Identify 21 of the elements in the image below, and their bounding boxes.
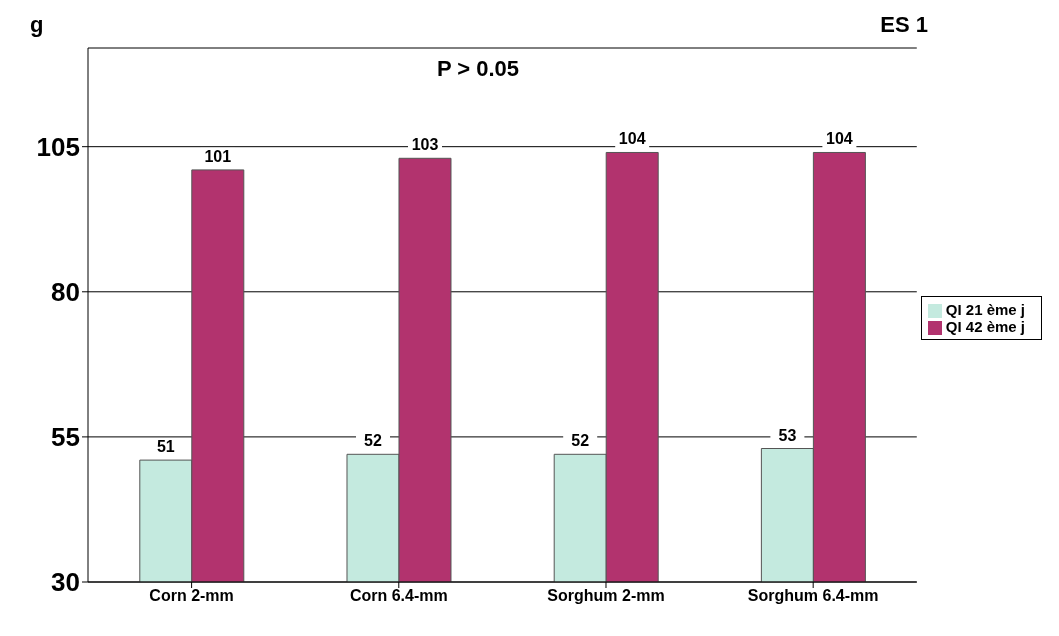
chart-title: ES 1: [880, 12, 928, 38]
data-label: 103: [411, 136, 439, 154]
data-label: 104: [826, 130, 853, 148]
data-label: 52: [571, 432, 590, 450]
x-tick-label: Sorghum 2-mm: [547, 587, 665, 605]
data-label: 101: [204, 147, 232, 165]
y-tick-label: 80: [51, 277, 80, 308]
y-tick-label: 55: [51, 422, 80, 453]
data-label: 104: [618, 130, 646, 148]
data-label: 53: [778, 426, 797, 444]
annotation: P > 0.05: [435, 56, 521, 82]
x-tick-label: Corn 2-mm: [149, 587, 234, 605]
y-tick-label: 30: [51, 567, 80, 598]
data-label: 52: [364, 432, 382, 450]
y-axis-title: g: [30, 12, 44, 38]
legend-label: QI 42 ème j: [945, 318, 1025, 335]
x-tick-label: Corn 6.4-mm: [349, 587, 448, 605]
x-tick-label: Sorghum 6.4-mm: [747, 587, 879, 605]
y-tick-label: 105: [36, 131, 80, 162]
data-label: 51: [156, 438, 175, 456]
legend-label: QI 21 ème j: [945, 300, 1025, 318]
